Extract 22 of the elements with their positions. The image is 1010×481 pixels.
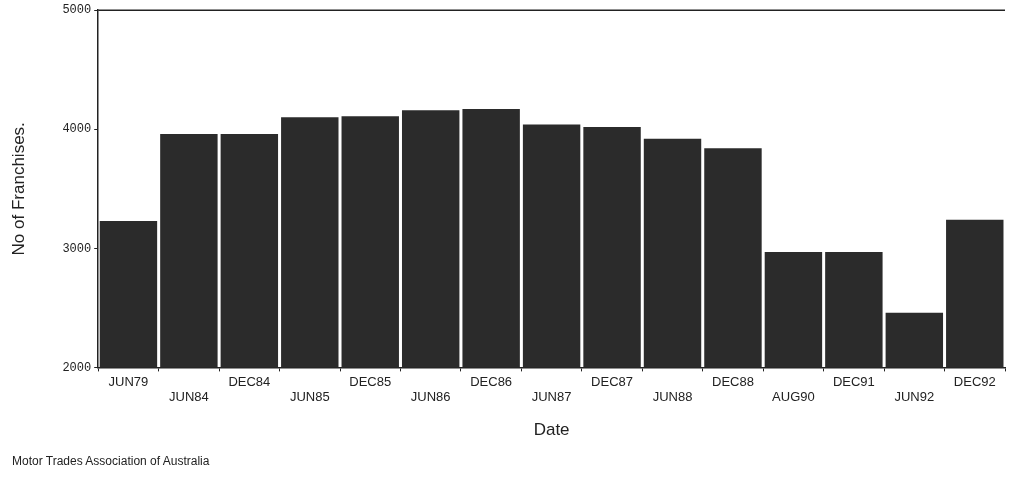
x-tick-label: DEC84	[228, 373, 271, 389]
x-tick-label: DEC85	[349, 373, 392, 389]
y-tick-label: 2000	[62, 360, 92, 375]
x-tick-label: DEC87	[591, 373, 634, 389]
x-tick-label: DEC86	[470, 373, 513, 389]
x-tick-label: AUG90	[772, 389, 815, 405]
text: Motor Trades Association of Australia	[12, 454, 210, 468]
y-tick-label: 4000	[62, 122, 92, 137]
x-axis-title: Date	[533, 420, 570, 440]
x-tick-label: JUN88	[652, 389, 693, 405]
x-tick-label: JUN79	[108, 373, 149, 389]
x-tick-label: JUN84	[169, 389, 209, 405]
y-tick-label: 3000	[62, 241, 92, 256]
x-tick-label: JUN85	[289, 389, 330, 405]
x-tick-label: JUN87	[531, 389, 572, 405]
x-tick-label: DEC92	[953, 373, 996, 389]
y-tick-label: 5000	[62, 3, 92, 18]
x-tick-label: JUN86	[410, 389, 451, 405]
x-tick-label: DEC91	[832, 373, 875, 389]
x-tick-label: DEC88	[712, 373, 754, 389]
y-axis-title: No of Franchises.	[8, 122, 28, 256]
x-tick-label: JUN92	[894, 389, 935, 405]
